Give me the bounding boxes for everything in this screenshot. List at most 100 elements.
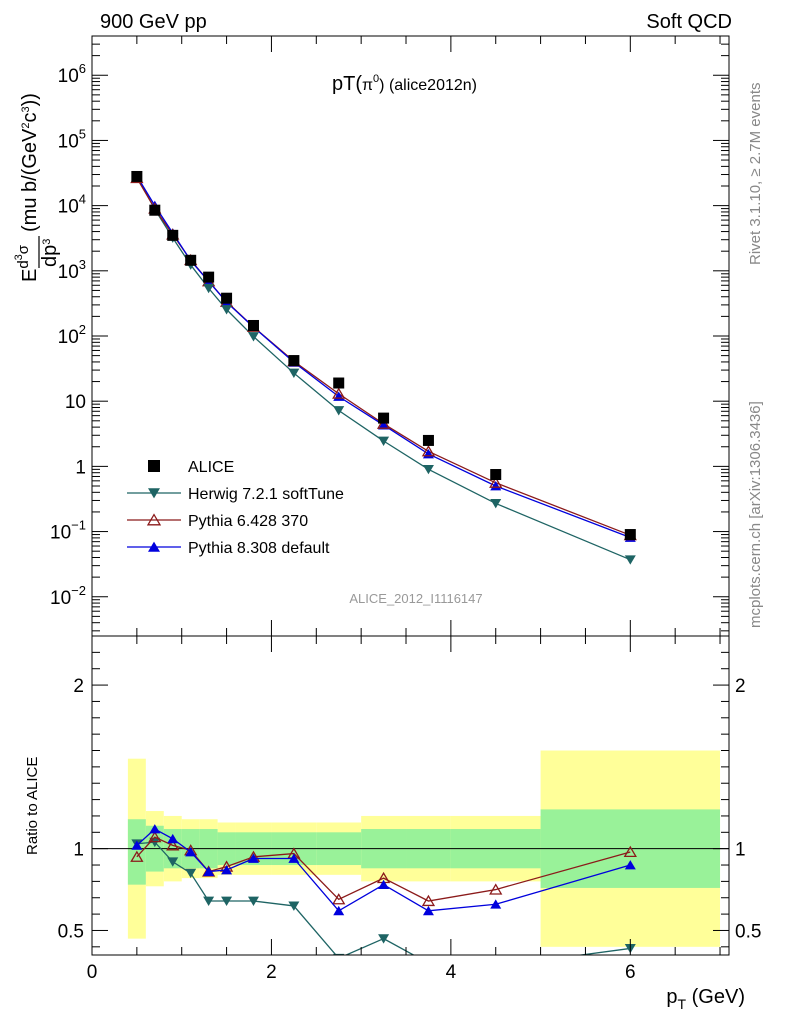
main-data-point [131,170,143,182]
main-data-point [221,292,233,304]
ratio-data-point [623,845,637,857]
main-panel-series [130,170,637,565]
main-data-point [624,529,636,541]
rivet-label: Rivet 3.1.10, ≥ 2.7M events [747,83,764,266]
legend-marker [148,488,160,499]
x-tick-label: 6 [625,962,636,983]
ratio-y-tick-label-right: 1 [735,840,746,861]
ratio-data-point [490,899,502,909]
ratio-data-point [221,864,233,875]
main-data-point [490,481,502,491]
ratio-data-point [247,896,259,906]
ratio-y-tick-label: 1 [73,840,84,861]
main-data-point [378,436,390,446]
ratio-frame [91,635,730,956]
ratio-data-point [149,824,161,834]
legend-marker [148,460,160,472]
y-tick-label: 103 [58,257,86,283]
main-data-point [332,387,346,399]
ratio-data-point [221,896,233,906]
ratio-data-point [166,839,180,851]
main-data-point [203,283,215,294]
legend-entry: Pythia 6.428 370 [188,513,308,530]
main-data-point [247,332,259,342]
main-data-point [378,412,390,424]
ratio-data-point [288,853,300,863]
mcplots-label: mcplots.cern.ch [arXiv:1306.3436] [747,401,764,628]
ratio-data-point [288,901,300,911]
x-tick-label: 2 [266,962,277,983]
x-axis-label: pT (GeV) [666,986,745,1012]
y-tick-label: 104 [58,192,86,218]
legend: ALICE Herwig 7.2.1 softTune Pythia 6.428 3… [127,459,344,557]
ratio-data-point [131,840,143,850]
main-data-point [624,555,636,565]
ratio-y-tick-label-right: 0.5 [735,921,761,942]
legend-marker [148,541,160,552]
ratio-data-point [167,833,179,844]
svg-text:dp3: dp3 [39,239,61,267]
svg-text:(mu b/(GeV2c3)): (mu b/(GeV2c3)) [19,93,41,232]
main-data-point [490,469,502,481]
svg-text:Ed3σ: Ed3σ [13,244,41,282]
main-data-point [489,476,503,488]
ratio-data-point [185,846,197,857]
ratio-data-point [378,934,390,944]
ratio-data-point [489,883,503,895]
ratio-data-point [378,879,390,890]
ratio-data-point [624,860,636,870]
y-tick-label: 105 [58,126,86,152]
main-data-point [247,319,259,331]
main-data-point [490,499,502,509]
legend-entry: Herwig 7.2.1 softTune [188,486,344,503]
ratio-data-point [333,905,345,916]
ratio-data-point [422,905,434,916]
main-series-line [136,177,631,536]
main-data-point [149,204,161,216]
legend-entry: Pythia 8.308 default [188,540,330,557]
y-tick-label: 106 [58,61,86,87]
analysis-watermark: ALICE_2012_I1116147 [349,591,482,606]
ratio-data-point [148,830,162,843]
main-data-point [203,271,215,283]
ratio-uncertainty-bands [92,750,729,947]
legend-marker [146,513,162,526]
ratio-data-point [421,894,436,907]
x-tick-label: 0 [87,962,98,983]
ratio-data-point [167,857,179,867]
main-data-point [333,377,345,389]
ratio-data-point [203,866,215,876]
y-tick-label: 10−2 [50,583,86,609]
ratio-y-tick-label: 0.5 [58,921,84,942]
legend-entry: ALICE [188,459,234,476]
header-left: 900 GeV pp [100,11,207,33]
ratio-data-point [185,868,197,879]
y-axis-label: Ed3σ dp3 (mu b/(GeV2c3)) [13,93,61,282]
main-data-point [333,406,345,416]
main-series-line [136,175,631,539]
main-data-point [221,305,233,315]
ratio-panel-series [130,824,637,971]
main-data-point [378,420,390,430]
ratio-data-point [332,893,346,905]
y-tick-label: 102 [58,322,86,348]
x-tick-label: 4 [446,962,457,983]
main-data-point [185,254,197,266]
ratio-y-tick-label-right: 2 [735,676,746,697]
main-data-point [421,445,436,457]
main-data-point [288,355,300,367]
main-data-point [422,464,434,475]
main-data-point [167,229,179,241]
ratio-data-point [203,896,215,906]
ratio-data-point [490,962,501,971]
main-data-point [288,368,300,379]
main-data-point [422,434,434,446]
ratio-data-point [247,853,259,863]
ratio-y-tick-label: 2 [73,676,84,697]
ratio-data-point [130,850,144,862]
ratio-y-axis-label: Ratio to ALICE [24,757,41,855]
y-tick-label: 1 [75,457,86,478]
ratio-data-point [423,959,434,968]
